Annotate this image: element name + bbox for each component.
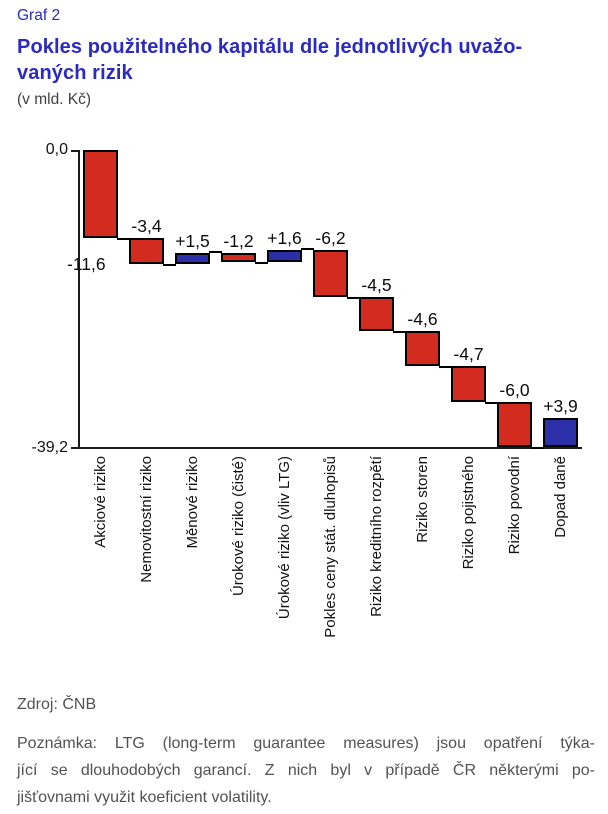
title-line-1: Pokles použitelného kapitálu dle jednotl… — [17, 36, 523, 58]
category-label: Dopad daně — [552, 456, 569, 538]
connector-line — [117, 238, 130, 241]
bar-value-label: -4,7 — [453, 343, 484, 364]
bar-value-label: -3,4 — [131, 216, 162, 237]
bar-value-label: -4,5 — [361, 274, 392, 295]
bar-value-label: -1,2 — [223, 230, 254, 251]
footnote-line-3: jišťovnami využit koeficient volatility. — [17, 789, 272, 806]
category-label: Úrokové riziko (vliv LTG) — [276, 456, 293, 620]
connector-line — [439, 365, 452, 368]
connector-line — [163, 264, 176, 267]
y-axis-label-top: 0,0 — [45, 141, 68, 158]
waterfall-bar — [83, 150, 118, 239]
x-axis — [71, 447, 582, 449]
category-label: Akciové riziko — [92, 456, 109, 548]
figure-number: Graf 2 — [17, 7, 61, 24]
bar-value-label: -6,2 — [315, 227, 346, 248]
y-axis — [78, 150, 80, 448]
waterfall-bar — [221, 252, 256, 262]
y-axis-top-tick — [71, 150, 78, 152]
connector-line — [347, 296, 360, 299]
category-label: Riziko storen — [414, 456, 431, 543]
category-label: Měnové riziko — [184, 456, 201, 549]
bar-value-label: -11,6 — [67, 254, 106, 275]
bar-value-label: +3,9 — [543, 395, 578, 416]
waterfall-bar — [451, 365, 486, 402]
footnote-line-2: jící se dlouhodobých garancí. Z nich byl… — [17, 762, 595, 779]
source-label: Zdroj: ČNB — [17, 696, 97, 713]
chart-unit-label: (v mld. Kč) — [17, 91, 92, 108]
category-label: Úrokové riziko (čisté) — [230, 456, 247, 597]
waterfall-bar — [129, 238, 164, 265]
connector-line — [485, 401, 498, 404]
waterfall-bar — [543, 417, 578, 448]
waterfall-bar — [267, 249, 302, 262]
footnote-line-1: Poznámka: LTG (long-term guarantee measu… — [17, 735, 595, 752]
waterfall-bar — [497, 401, 532, 448]
category-label: Pokles ceny stát. dluhopisů — [322, 456, 339, 638]
title-line-2: vaných rizik — [17, 62, 133, 84]
category-label: Riziko pojistného — [460, 456, 477, 570]
waterfall-bar — [175, 252, 210, 265]
waterfall-chart: 0,0 -39,2 -11,6 Akciové riziko -3,4 Nemovitos… — [31, 141, 582, 638]
waterfall-bar — [359, 296, 394, 331]
connector-line — [301, 247, 314, 250]
category-label: Riziko povodní — [506, 456, 523, 555]
bar-value-label: +1,5 — [175, 230, 210, 251]
waterfall-bar — [313, 249, 348, 297]
waterfall-bar — [405, 330, 440, 366]
bar-value-label: +1,6 — [267, 227, 302, 248]
category-label: Riziko kreditního rozpětí — [368, 456, 385, 617]
connector-line — [209, 250, 222, 253]
footnote: Poznámka: LTG (long-term guarantee measu… — [17, 730, 595, 811]
connector-line — [255, 261, 268, 264]
y-axis-label-bottom: -39,2 — [31, 439, 68, 456]
category-label: Nemovitostní riziko — [138, 456, 155, 583]
connector-line — [531, 447, 544, 450]
bar-value-label: -6,0 — [499, 379, 530, 400]
connector-line — [393, 330, 406, 333]
bar-value-label: -4,6 — [407, 308, 438, 329]
page-title: Pokles použitelného kapitálu dle jednotl… — [17, 34, 602, 86]
